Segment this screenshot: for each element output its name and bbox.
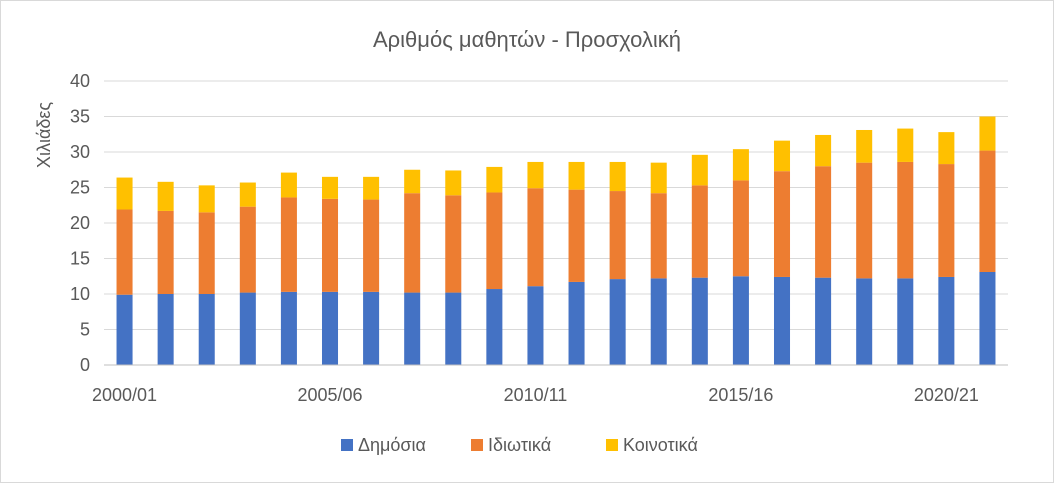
bar-0-7 bbox=[404, 292, 421, 365]
bar-2-7 bbox=[404, 169, 421, 194]
legend: Δημόσια Ιδιωτικά Κοινοτικά bbox=[341, 435, 698, 455]
bar-0-3 bbox=[239, 292, 256, 365]
bar-1-19 bbox=[897, 161, 914, 279]
bar-0-16 bbox=[773, 276, 791, 365]
bar-2-20 bbox=[938, 132, 955, 165]
bar-0-6 bbox=[363, 291, 380, 365]
legend-label: Κοινοτικά bbox=[623, 435, 698, 455]
bar-2-12 bbox=[609, 161, 626, 192]
bar-0-0 bbox=[116, 294, 133, 365]
bar-0-4 bbox=[280, 291, 297, 365]
bar-0-2 bbox=[198, 294, 215, 365]
y-tick-label: 40 bbox=[70, 71, 90, 91]
bar-1-20 bbox=[938, 164, 955, 277]
legend-swatch bbox=[471, 439, 483, 451]
legend-swatch bbox=[341, 439, 353, 451]
bar-2-0 bbox=[116, 177, 133, 210]
bar-0-19 bbox=[897, 278, 914, 365]
legend-label: Δημόσια bbox=[358, 435, 426, 455]
y-tick-label: 15 bbox=[70, 249, 90, 269]
bar-0-15 bbox=[732, 276, 749, 365]
bar-1-14 bbox=[691, 185, 708, 278]
bar-2-10 bbox=[527, 161, 544, 189]
bar-1-7 bbox=[404, 193, 421, 293]
x-tick-label: 2005/06 bbox=[297, 385, 362, 405]
bar-2-15 bbox=[732, 149, 749, 181]
bar-1-13 bbox=[650, 193, 667, 279]
bars bbox=[116, 116, 996, 365]
bar-0-1 bbox=[157, 294, 174, 365]
bar-2-16 bbox=[773, 140, 791, 172]
bar-0-12 bbox=[609, 279, 626, 365]
bar-2-11 bbox=[568, 161, 585, 190]
bar-2-5 bbox=[321, 176, 339, 199]
bar-0-11 bbox=[568, 281, 585, 365]
x-tick-label: 2020/21 bbox=[914, 385, 979, 405]
bar-2-8 bbox=[445, 170, 462, 196]
bar-1-3 bbox=[239, 206, 256, 293]
bar-1-10 bbox=[527, 188, 544, 287]
bar-1-11 bbox=[568, 189, 585, 282]
bar-1-16 bbox=[773, 171, 791, 277]
x-tick-label: 2000/01 bbox=[92, 385, 157, 405]
y-tick-label: 5 bbox=[80, 320, 90, 340]
y-axis-label: Χιλιάδες bbox=[34, 102, 54, 168]
bar-0-5 bbox=[321, 291, 339, 365]
y-tick-label: 35 bbox=[70, 107, 90, 127]
y-tick-label: 20 bbox=[70, 213, 90, 233]
y-tick-label: 10 bbox=[70, 284, 90, 304]
legend-swatch bbox=[606, 439, 618, 451]
bar-0-18 bbox=[856, 278, 873, 365]
bar-2-4 bbox=[280, 172, 297, 198]
bar-1-15 bbox=[732, 180, 749, 277]
bar-1-21 bbox=[979, 150, 996, 272]
x-tick-label: 2015/16 bbox=[708, 385, 773, 405]
bar-0-21 bbox=[979, 271, 996, 365]
bar-1-1 bbox=[157, 210, 174, 294]
gridlines bbox=[104, 80, 1008, 330]
bar-0-10 bbox=[527, 286, 544, 365]
bar-0-20 bbox=[938, 276, 955, 365]
bar-1-8 bbox=[445, 195, 462, 293]
bar-0-13 bbox=[650, 278, 667, 365]
bar-2-14 bbox=[691, 154, 708, 186]
bar-2-17 bbox=[815, 134, 832, 167]
bar-2-3 bbox=[239, 182, 256, 207]
bar-0-17 bbox=[815, 277, 832, 365]
legend-label: Ιδιωτικά bbox=[488, 435, 551, 455]
chart-title: Αριθμός μαθητών - Προσχολική bbox=[373, 27, 681, 52]
bar-2-18 bbox=[856, 129, 873, 163]
y-tick-label: 0 bbox=[80, 355, 90, 375]
bar-1-12 bbox=[609, 191, 626, 280]
bar-1-9 bbox=[486, 192, 503, 290]
bar-2-2 bbox=[198, 185, 215, 213]
bar-1-4 bbox=[280, 197, 297, 292]
bar-1-5 bbox=[321, 198, 339, 292]
bar-1-0 bbox=[116, 209, 133, 295]
bar-1-18 bbox=[856, 162, 873, 279]
y-tick-label: 30 bbox=[70, 142, 90, 162]
bar-2-19 bbox=[897, 128, 914, 162]
x-axis-ticks: 2000/01 2005/06 2010/11 2015/16 2020/21 bbox=[92, 385, 979, 405]
bar-2-13 bbox=[650, 162, 667, 194]
bar-2-1 bbox=[157, 181, 174, 211]
bar-0-8 bbox=[445, 292, 462, 365]
bar-2-21 bbox=[979, 116, 996, 151]
bar-1-2 bbox=[198, 212, 215, 294]
bar-2-9 bbox=[486, 166, 503, 193]
bar-1-6 bbox=[363, 199, 380, 292]
y-tick-label: 25 bbox=[70, 178, 90, 198]
x-tick-label: 2010/11 bbox=[504, 385, 568, 405]
bar-2-6 bbox=[363, 176, 380, 200]
y-axis-ticks: 0 5 10 15 20 25 30 35 40 bbox=[70, 71, 90, 375]
bar-0-14 bbox=[691, 277, 708, 365]
bar-1-17 bbox=[815, 166, 832, 278]
bar-0-9 bbox=[486, 289, 503, 365]
